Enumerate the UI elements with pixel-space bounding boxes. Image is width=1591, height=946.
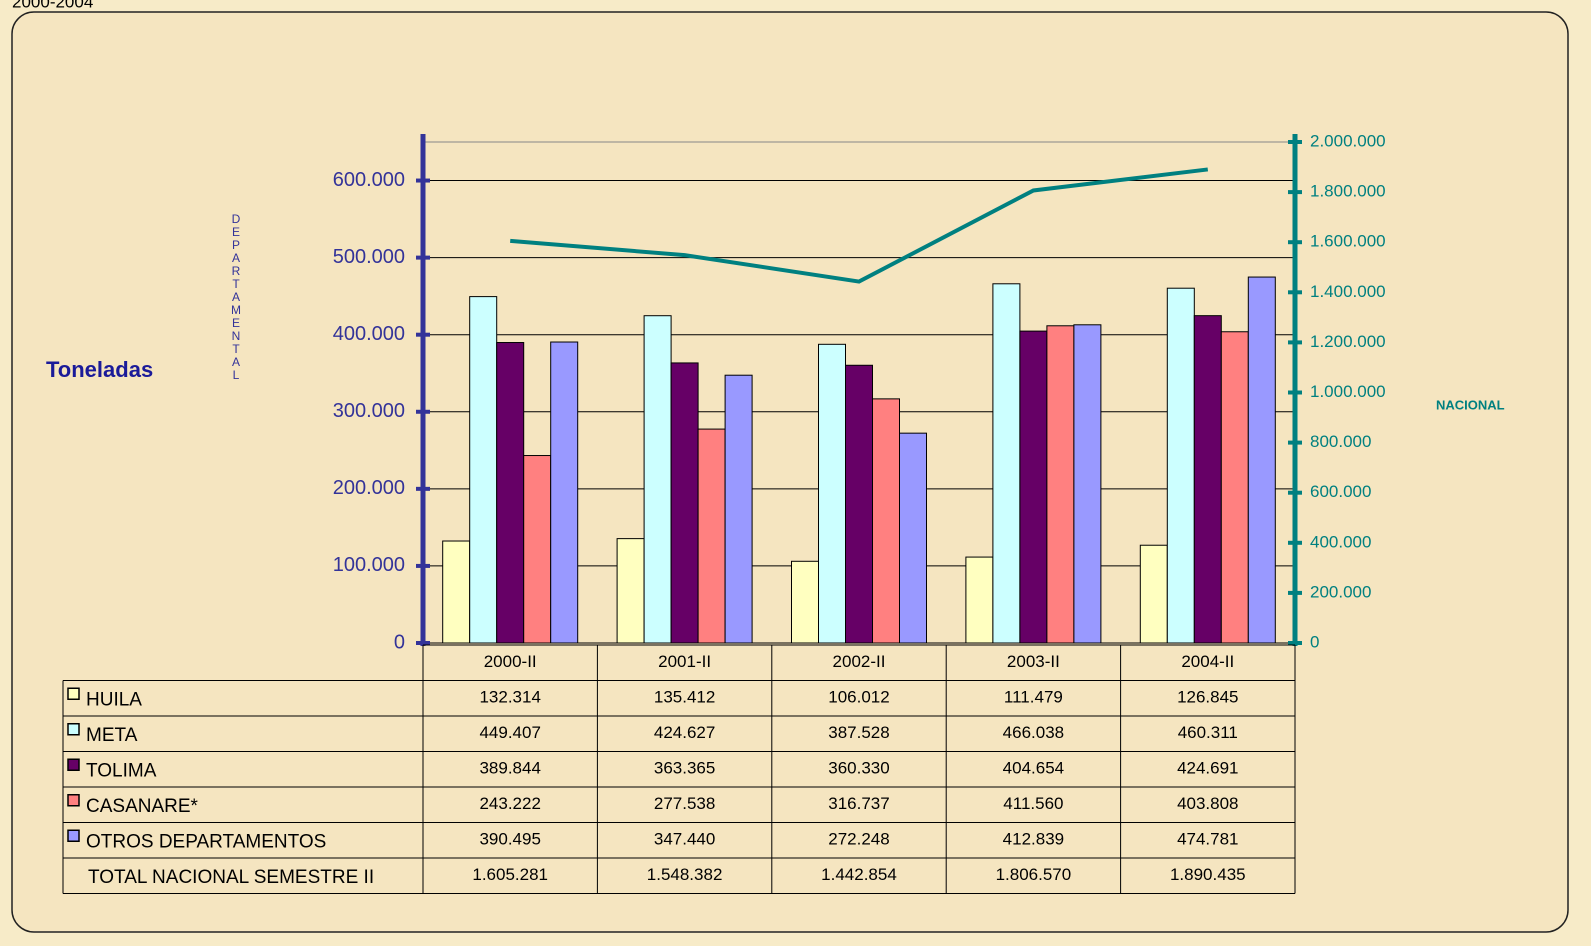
y2-tick-label: 800.000 (1310, 432, 1371, 451)
value-label: 135.412 (654, 688, 715, 707)
y-tick-label: 200.000 (333, 477, 405, 499)
bar (872, 398, 900, 644)
value-label: 1.605.281 (472, 865, 548, 884)
legend-label: TOTAL NACIONAL SEMESTRE II (88, 867, 374, 888)
x-tick-label: 2004-II (1181, 652, 1234, 671)
bar (523, 455, 552, 644)
bar (818, 343, 846, 644)
value-label: 1.548.382 (647, 865, 723, 884)
legend-label: TOLIMA (86, 760, 157, 781)
legend-label: OTROS DEPARTAMENTOS (86, 831, 326, 852)
bar (1046, 325, 1075, 644)
bar (899, 432, 927, 644)
x-tick-label: 2003-II (1007, 652, 1060, 671)
y-sublabel: DEPARTAMENTAL (229, 212, 243, 381)
y-tick-label: 300.000 (333, 400, 405, 422)
bar (845, 364, 873, 644)
value-label: 390.495 (479, 830, 540, 849)
value-label: 277.538 (654, 794, 715, 813)
value-label: 106.012 (828, 688, 889, 707)
bar (643, 315, 672, 644)
y2-tick-label: 2.000.000 (1310, 131, 1386, 150)
value-label: 360.330 (828, 759, 889, 778)
value-label: 363.365 (654, 759, 715, 778)
y2-tick-label: 200.000 (1310, 582, 1371, 601)
bar (724, 374, 753, 644)
bar (1166, 287, 1195, 644)
bar (616, 538, 645, 644)
y2-tick-label: 600.000 (1310, 482, 1371, 501)
value-label: 424.627 (654, 723, 715, 742)
line (510, 167, 1209, 284)
value-label: 132.314 (479, 688, 540, 707)
frame (11, 11, 1569, 933)
legend-label: META (86, 725, 138, 746)
value-label: 424.691 (1177, 759, 1238, 778)
bar (469, 296, 498, 644)
y2-tick-label: 0 (1310, 632, 1319, 651)
bar (1247, 276, 1276, 644)
y2-tick-label: 1.600.000 (1310, 232, 1386, 251)
value-label: 460.311 (1178, 723, 1238, 742)
bar (992, 283, 1021, 644)
y-tick-label: 100.000 (333, 554, 405, 576)
legend-swatch (67, 723, 80, 736)
y-tick-label: 600.000 (333, 169, 405, 191)
value-label: 411.560 (1003, 794, 1063, 813)
legend-swatch (67, 794, 80, 807)
value-label: 389.844 (479, 759, 540, 778)
value-label: 404.654 (1003, 759, 1064, 778)
bar (1220, 331, 1249, 644)
value-label: 347.440 (654, 830, 715, 849)
value-label: 1.890.435 (1170, 865, 1246, 884)
bar (1073, 324, 1102, 644)
legend-swatch (67, 758, 80, 771)
value-label: 474.781 (1177, 830, 1238, 849)
value-label: 243.222 (479, 794, 540, 813)
y-tick-label: 400.000 (333, 323, 405, 345)
y2-tick-label: 400.000 (1310, 532, 1371, 551)
legend-swatch (67, 687, 80, 700)
bar (697, 428, 726, 644)
x-tick-label: 2002-II (833, 652, 886, 671)
legend-label: HUILA (86, 689, 142, 710)
y-tick-label: 0 (394, 631, 405, 653)
y2-label: NACIONAL (1436, 397, 1505, 412)
value-label: 387.528 (828, 723, 889, 742)
value-label: 412.839 (1003, 830, 1064, 849)
bar (442, 540, 471, 644)
legend-swatch (67, 829, 80, 842)
value-label: 449.407 (479, 723, 540, 742)
bar (965, 556, 994, 644)
legend-label: CASANARE* (86, 796, 199, 817)
x-tick-label: 2000-II (484, 652, 537, 671)
value-label: 111.479 (1004, 688, 1063, 707)
value-label: 1.806.570 (996, 865, 1072, 884)
bar (791, 560, 819, 644)
y2-tick-label: 1.000.000 (1310, 382, 1386, 401)
y2-tick-label: 1.200.000 (1310, 332, 1386, 351)
bar (1019, 330, 1048, 644)
value-label: 316.737 (828, 794, 889, 813)
y-tick-label: 500.000 (333, 246, 405, 268)
y-label: Toneladas (46, 357, 153, 382)
bar (1193, 315, 1222, 644)
subtitle: 2000-2004 (12, 0, 93, 11)
value-label: 403.808 (1177, 794, 1238, 813)
y2-tick-label: 1.400.000 (1310, 282, 1386, 301)
x-tick-label: 2001-II (658, 652, 711, 671)
value-label: 126.845 (1177, 688, 1238, 707)
value-label: 466.038 (1003, 723, 1064, 742)
bar (496, 342, 525, 644)
value-label: 272.248 (828, 830, 889, 849)
bar (1139, 544, 1168, 644)
bar (670, 362, 699, 644)
bar (550, 341, 579, 644)
value-label: 1.442.854 (821, 865, 897, 884)
y2-tick-label: 1.800.000 (1310, 182, 1386, 201)
